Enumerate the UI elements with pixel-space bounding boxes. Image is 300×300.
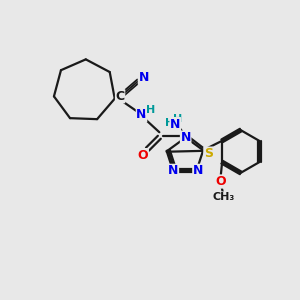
Text: H: H: [173, 114, 182, 124]
Text: N: N: [168, 164, 178, 177]
Text: N: N: [136, 109, 147, 122]
Text: H: H: [146, 105, 155, 115]
Text: C: C: [116, 90, 125, 103]
Text: N: N: [170, 118, 181, 130]
Text: H: H: [165, 118, 175, 128]
Text: N: N: [181, 131, 191, 144]
Text: O: O: [215, 175, 226, 188]
Text: CH₃: CH₃: [212, 192, 235, 202]
Text: N: N: [193, 164, 203, 177]
Text: S: S: [204, 147, 213, 160]
Text: O: O: [138, 148, 148, 162]
Text: N: N: [138, 71, 149, 84]
